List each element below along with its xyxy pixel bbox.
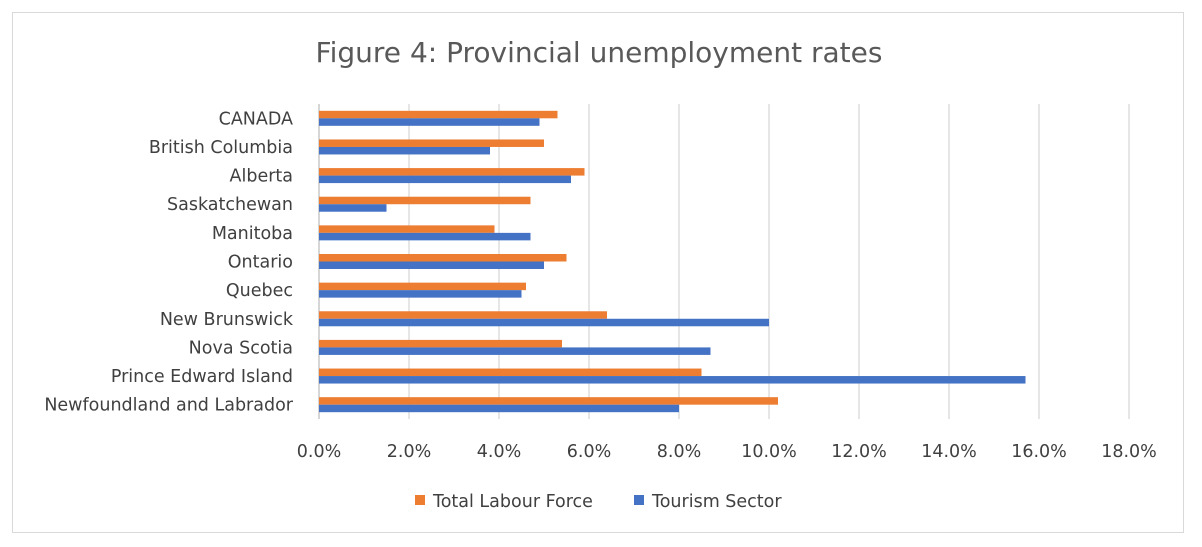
bar-tourism-sector [319,118,540,126]
category-label: New Brunswick [160,310,294,330]
legend-swatch [634,495,644,505]
legend-swatch [415,495,425,505]
chart-title: Figure 4: Provincial unemployment rates [316,36,883,69]
bar-total-labour-force [319,339,562,348]
bar-tourism-sector [319,318,769,327]
bar-total-labour-force [319,397,778,405]
x-tick-label: 6.0% [567,442,611,462]
x-tick-label: 2.0% [387,442,431,462]
legend-label: Tourism Sector [651,492,782,512]
gridlines [318,104,1130,419]
category-label: CANADA [219,109,293,129]
category-label: Alberta [230,167,294,187]
bar-total-labour-force [319,311,607,319]
bar-tourism-sector [319,290,522,298]
category-label: Saskatchewan [167,195,293,215]
category-label: Prince Edward Island [111,367,293,387]
bar-tourism-sector [319,146,490,155]
bar-tourism-sector [319,175,571,184]
x-tick-label: 0.0% [297,442,341,462]
bar-tourism-sector [319,376,1026,384]
category-label: Nova Scotia [189,338,293,358]
bar-total-labour-force [319,282,526,291]
bar-tourism-sector [319,232,531,241]
chart-frame: Figure 4: Provincial unemployment rates … [12,12,1184,533]
bar-chart: Figure 4: Provincial unemployment rates … [44,36,1157,512]
category-label: Manitoba [212,224,293,244]
x-tick-label: 18.0% [1101,442,1157,462]
bar-tourism-sector [319,204,387,212]
x-tick-label: 10.0% [741,442,797,462]
category-label: British Columbia [149,138,293,158]
bar-tourism-sector [319,404,679,413]
bar-total-labour-force [319,196,531,205]
bar-total-labour-force [319,168,585,176]
legend: Total Labour Force Tourism Sector [415,492,782,512]
x-tick-label: 4.0% [477,442,521,462]
x-tick-labels: 0.0% 2.0% 4.0% 6.0% 8.0% 10.0% 12.0% 14.0% 16.0%… [297,442,1157,462]
bar-tourism-sector [319,347,711,355]
bar-total-labour-force [319,368,702,377]
category-label: Ontario [228,253,293,273]
bars [319,110,1026,413]
category-label: Quebec [226,281,293,301]
x-tick-label: 14.0% [921,442,977,462]
bar-total-labour-force [319,110,558,119]
category-labels: CANADA British Columbia Alberta Saskatchewa… [44,109,294,415]
x-tick-label: 12.0% [831,442,887,462]
x-tick-label: 16.0% [1011,442,1067,462]
bar-tourism-sector [319,261,544,269]
legend-label: Total Labour Force [432,492,593,512]
bar-total-labour-force [319,254,567,262]
bar-total-labour-force [319,225,495,233]
bar-total-labour-force [319,139,544,147]
x-tick-label: 8.0% [657,442,701,462]
category-label: Newfoundland and Labrador [44,396,293,416]
